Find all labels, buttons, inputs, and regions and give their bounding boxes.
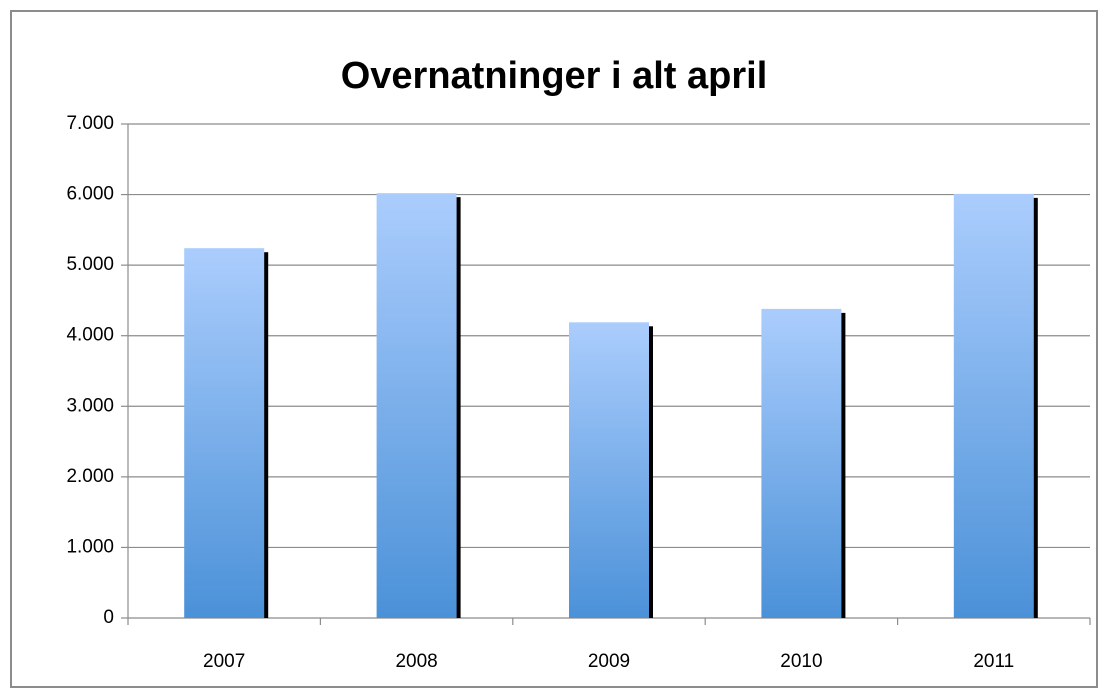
x-tick-label: 2009 [588, 651, 630, 672]
y-tick-label: 7.000 [66, 113, 114, 134]
y-tick-label: 3.000 [66, 395, 114, 416]
x-tick-label: 2007 [203, 651, 245, 672]
chart-border [10, 10, 1098, 688]
bar [376, 193, 457, 618]
y-tick-label: 0 [103, 607, 114, 628]
chart-title: Overnatninger i alt april [341, 55, 768, 97]
bar [184, 248, 265, 618]
y-tick-label: 4.000 [66, 325, 114, 346]
bar [569, 322, 649, 618]
y-tick-label: 2.000 [66, 466, 114, 487]
x-tick-label: 2010 [780, 651, 822, 672]
x-tick-label: 2008 [395, 651, 437, 672]
bar [953, 193, 1034, 618]
y-tick-label: 6.000 [66, 184, 114, 205]
bar [761, 308, 842, 618]
x-tick-label: 2011 [973, 651, 1014, 672]
y-tick-label: 5.000 [66, 254, 114, 275]
y-tick-label: 1.000 [66, 536, 114, 557]
